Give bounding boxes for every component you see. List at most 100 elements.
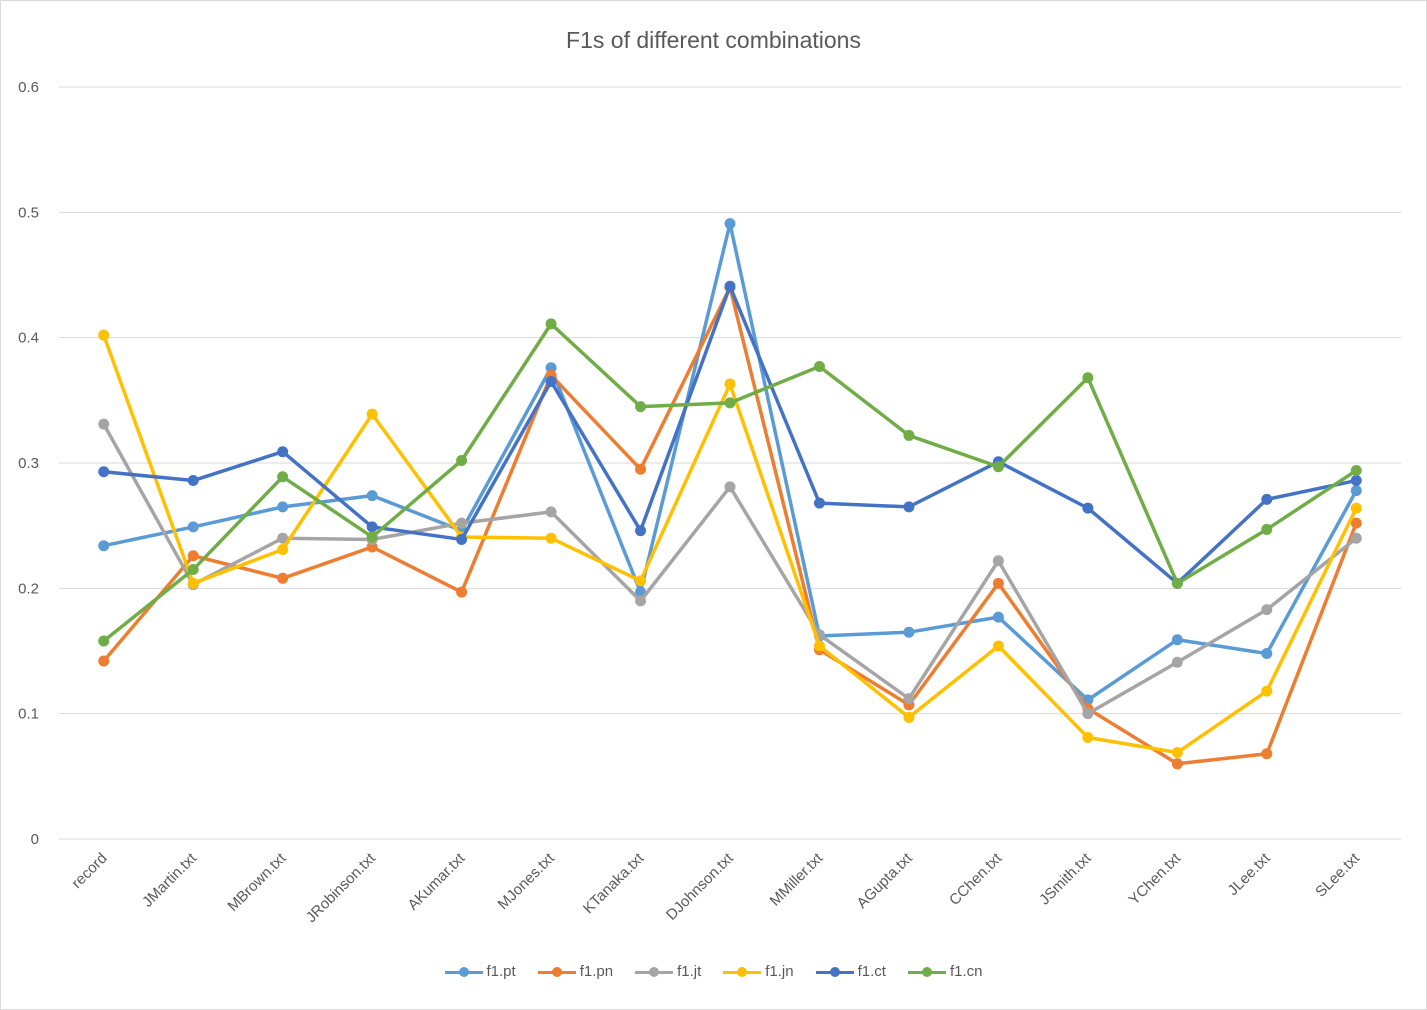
data-point <box>1350 475 1362 487</box>
x-tick-label: SLee.txt <box>1312 849 1364 901</box>
y-tick-label: 0.6 <box>18 79 39 96</box>
data-point <box>992 577 1004 589</box>
data-point <box>1171 758 1183 770</box>
data-point <box>1171 656 1183 668</box>
data-point <box>724 481 736 493</box>
data-point <box>813 497 825 509</box>
data-point <box>456 533 468 545</box>
data-point <box>635 525 647 537</box>
data-point <box>277 471 289 483</box>
legend-label: f1.jt <box>677 963 702 980</box>
data-point <box>187 521 199 533</box>
data-point <box>635 463 647 475</box>
y-tick-label: 0.4 <box>18 330 39 347</box>
series-f1.pn <box>98 282 1362 770</box>
data-point <box>992 555 1004 567</box>
data-point <box>456 517 468 529</box>
data-point <box>98 466 110 478</box>
x-tick-label: JLee.txt <box>1224 849 1274 899</box>
data-point <box>992 611 1004 623</box>
series-line <box>101 422 1359 716</box>
data-point <box>724 280 736 292</box>
data-point <box>992 461 1004 473</box>
legend-item: f1.jt <box>635 963 701 980</box>
series-line <box>101 221 1359 702</box>
x-tick-label: MJones.txt <box>495 849 559 913</box>
data-point <box>635 595 647 607</box>
data-point <box>1350 465 1362 477</box>
data-point <box>277 501 289 513</box>
y-tick-label: 0.1 <box>18 706 39 723</box>
x-tick-label: DJohnson.txt <box>663 849 738 924</box>
data-point <box>635 575 647 587</box>
data-point <box>903 693 915 705</box>
data-point <box>1171 577 1183 589</box>
legend-swatch <box>907 964 946 980</box>
legend-item: f1.ct <box>815 963 886 980</box>
data-point <box>545 376 557 388</box>
data-point <box>456 454 468 466</box>
series-f1.ct <box>98 280 1362 589</box>
data-point <box>545 506 557 518</box>
x-tick-label: record <box>68 850 110 892</box>
data-point <box>635 401 647 413</box>
data-point <box>724 218 736 230</box>
data-point <box>545 362 557 374</box>
data-point <box>98 329 110 341</box>
legend-item: f1.pn <box>537 963 613 980</box>
y-axis-ticks: 0 0.1 0.2 0.3 0.4 0.5 0.6 <box>18 79 39 848</box>
data-point <box>366 541 378 553</box>
x-tick-label: KTanaka.txt <box>580 849 648 917</box>
data-point <box>1171 634 1183 646</box>
data-point <box>1350 502 1362 514</box>
data-point <box>1082 708 1094 720</box>
legend-label: f1.cn <box>949 963 983 980</box>
data-point <box>187 475 199 487</box>
data-point <box>724 378 736 390</box>
x-tick-label: AGupta.txt <box>854 849 917 912</box>
legend-swatch <box>815 964 854 980</box>
data-point <box>277 446 289 458</box>
data-point <box>545 532 557 544</box>
x-tick-label: JSmith.txt <box>1036 849 1095 908</box>
data-point <box>366 521 378 533</box>
data-point <box>903 626 915 638</box>
legend-label: f1.jn <box>765 963 794 980</box>
data-point <box>1261 748 1273 760</box>
data-point <box>187 550 199 562</box>
data-point <box>1082 372 1094 384</box>
x-tick-label: AKumar.txt <box>405 849 469 913</box>
data-point <box>366 490 378 502</box>
legend-swatch <box>537 964 576 980</box>
y-tick-label: 0.5 <box>18 204 39 221</box>
legend-swatch <box>635 964 674 980</box>
series-f1.cn <box>98 318 1362 647</box>
data-point <box>1082 502 1094 514</box>
data-point <box>98 655 110 667</box>
data-point <box>724 397 736 409</box>
legend-label: f1.pt <box>486 963 516 980</box>
x-tick-label: CChen.txt <box>946 849 1006 909</box>
data-point <box>545 318 557 330</box>
data-point <box>1350 485 1362 497</box>
data-point <box>366 531 378 543</box>
x-tick-label: JMartin.txt <box>139 849 201 911</box>
x-tick-label: MMiller.txt <box>767 849 827 909</box>
data-point <box>98 540 110 552</box>
data-point <box>1082 731 1094 743</box>
y-tick-label: 0 <box>31 831 39 848</box>
legend-swatch <box>444 964 483 980</box>
data-point <box>277 543 289 555</box>
data-point <box>187 577 199 589</box>
series-lines <box>98 218 1362 770</box>
x-axis-ticks: record JMartin.txt MBrown.txt JRobinson.txt… <box>68 849 1363 926</box>
x-tick-label: JRobinson.txt <box>303 849 380 926</box>
legend-item: f1.jn <box>723 963 794 980</box>
data-point <box>187 564 199 576</box>
data-point <box>1261 493 1273 505</box>
chart-title: F1s of different combinations <box>566 27 861 53</box>
legend-label: f1.ct <box>857 963 886 980</box>
data-point <box>1261 648 1273 660</box>
